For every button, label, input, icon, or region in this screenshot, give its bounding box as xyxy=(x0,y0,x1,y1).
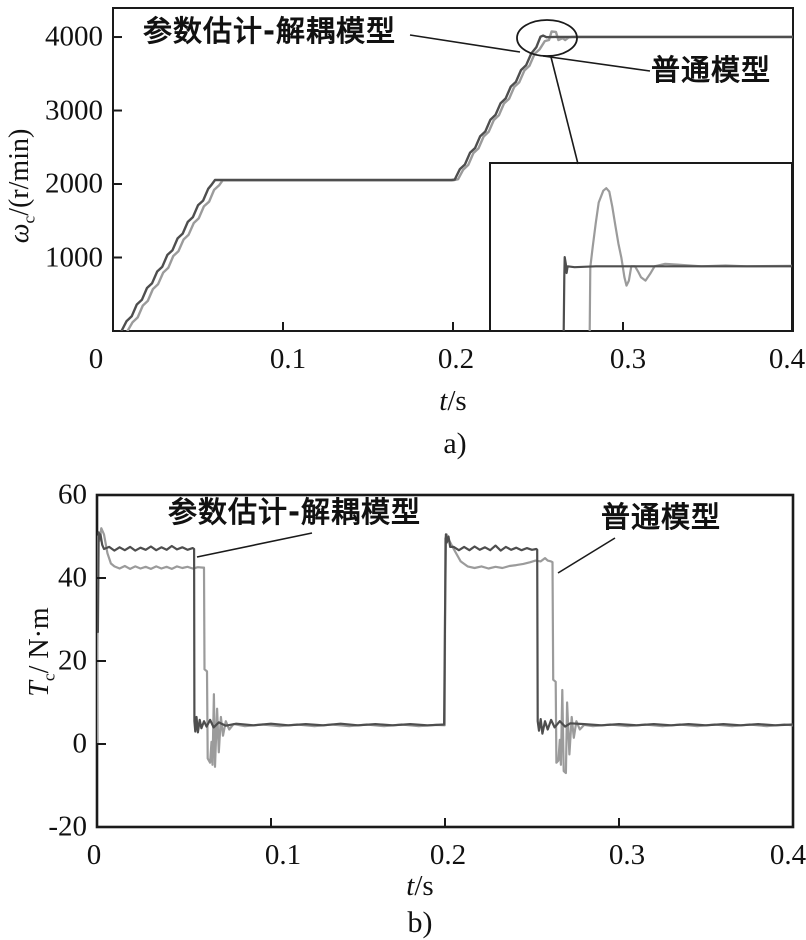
series-line-a-0 xyxy=(120,34,793,331)
annotation-leader-b-1 xyxy=(557,537,616,574)
series-line-a-1 xyxy=(126,30,793,331)
chart-a xyxy=(112,7,794,332)
annotation-leader-b-0 xyxy=(196,532,313,558)
annotation-leader-a-0 xyxy=(409,34,521,53)
annotation-leader-a-1 xyxy=(542,55,651,72)
inset-series-line-1 xyxy=(588,187,792,331)
inset-leader-line xyxy=(550,56,579,165)
inset-box xyxy=(489,162,793,332)
series-line-b-0 xyxy=(97,531,793,735)
chart-b xyxy=(95,493,795,829)
inset-series-line-0 xyxy=(562,256,792,331)
